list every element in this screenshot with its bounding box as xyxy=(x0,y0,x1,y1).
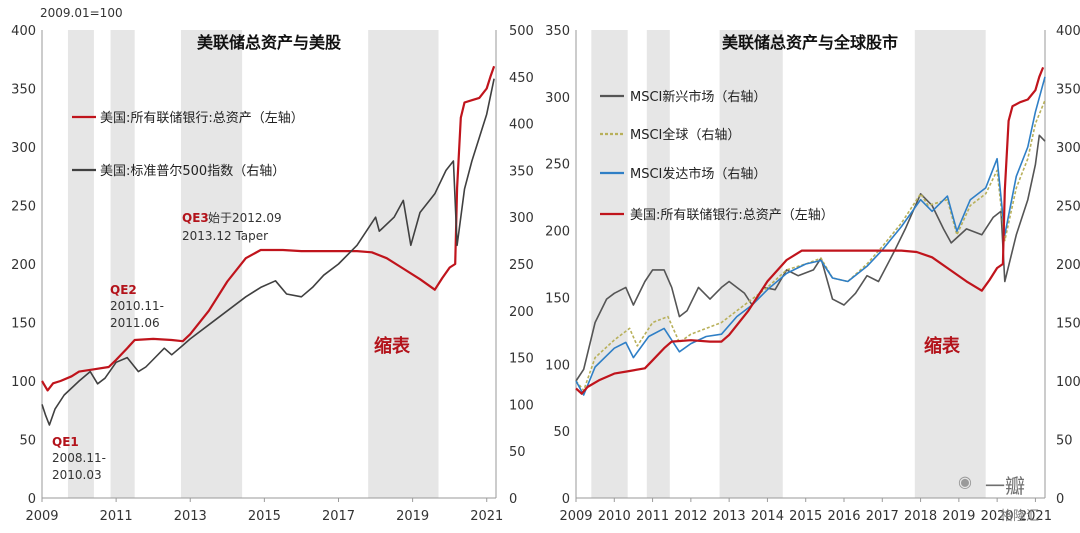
chart2-shade-4 xyxy=(914,30,986,498)
chart1-left-tick-label: 0 xyxy=(28,492,36,507)
chart2-shade-1 xyxy=(591,30,628,498)
chart1-annotation-text: 2013.12 Taper xyxy=(182,229,268,243)
chart2-right-tick-label: 250 xyxy=(1056,200,1080,215)
chart2-x-tick-label: 2013 xyxy=(713,509,746,524)
chart1-x-tick-label: 2015 xyxy=(248,509,281,524)
chart2-x-tick-label: 2015 xyxy=(789,509,822,524)
chart1-right-tick-label: 250 xyxy=(509,258,534,273)
chart2-series-line-3 xyxy=(575,76,1046,396)
wechat-icon: ◉ xyxy=(958,472,972,491)
chart2-shade-2 xyxy=(646,30,670,498)
chart1-left-tick-label: 200 xyxy=(11,258,36,273)
chart2-legend-label-2: MSCI全球（右轴） xyxy=(630,127,740,143)
chart2-left-tick-label: 150 xyxy=(545,291,570,306)
chart2-right-tick-label: 100 xyxy=(1056,375,1080,390)
chart2-legend-label-4: 美国:所有联储银行:总资产（左轴） xyxy=(630,208,834,223)
chart1-left-tick-label: 350 xyxy=(11,83,36,98)
chart1-annotation-text: 2010.03 xyxy=(52,468,102,482)
chart1-annotation-text: 2008.11- xyxy=(52,451,106,465)
chart2-legend-label-1: MSCI新兴市场（右轴） xyxy=(630,89,766,105)
chart1-right-tick-label: 50 xyxy=(509,445,526,460)
chart2-x-tick-label: 2011 xyxy=(636,509,669,524)
chart2-shade-3 xyxy=(719,30,783,498)
chart2-x-tick-label: 2014 xyxy=(751,509,784,524)
chart1-shade-3 xyxy=(180,30,243,498)
chart2-x-tick-label: 2019 xyxy=(942,509,975,524)
chart2-left-tick-label: 300 xyxy=(545,91,570,106)
watermark-brand: 一瓣 xyxy=(985,474,1025,498)
chart1-subtitle: 2009.01=100 xyxy=(40,6,123,20)
chart1-series-line-2 xyxy=(41,78,495,426)
chart2-right-tick-label: 50 xyxy=(1056,434,1073,449)
chart2-x-tick-label: 2012 xyxy=(674,509,707,524)
chart2-left-tick-label: 50 xyxy=(553,425,570,440)
chart1-legend-label-1: 美国:所有联储银行:总资产（左轴） xyxy=(100,111,304,126)
chart2-x-tick-label: 2010 xyxy=(598,509,631,524)
chart2-right-tick-label: 400 xyxy=(1056,24,1080,39)
chart2-x-tick-label: 2009 xyxy=(559,509,592,524)
chart1-annotation-label: QE3 xyxy=(182,211,209,225)
chart2-right-tick-label: 150 xyxy=(1056,317,1080,332)
chart2-x-tick-label: 2016 xyxy=(827,509,860,524)
chart1-left-tick-label: 400 xyxy=(11,24,36,39)
chart2-title: 美联储总资产与全球股市 xyxy=(722,33,898,52)
chart1-title: 美联储总资产与美股 xyxy=(197,33,342,52)
chart1-right-tick-label: 200 xyxy=(509,305,534,320)
chart2-x-tick-label: 2021 xyxy=(1019,509,1052,524)
chart1-legend-label-2: 美国:标准普尔500指数（右轴） xyxy=(100,164,285,179)
chart2-series-line-4 xyxy=(575,66,1045,395)
chart1-right-tick-label: 100 xyxy=(509,398,534,413)
chart1-right-tick-label: 400 xyxy=(509,118,534,133)
chart1-right-tick-label: 450 xyxy=(509,71,534,86)
chart1-x-tick-label: 2013 xyxy=(174,509,207,524)
chart1-shade-4 xyxy=(368,30,439,498)
chart2-right-tick-label: 350 xyxy=(1056,83,1080,98)
chart1-right-tick-label: 150 xyxy=(509,352,534,367)
chart1-left-tick-label: 300 xyxy=(11,141,36,156)
chart1-shade-2 xyxy=(110,30,135,498)
chart1-left-tick-label: 50 xyxy=(19,434,36,449)
chart1-annotation-label: QE1 xyxy=(52,435,79,449)
chart2-left-tick-label: 250 xyxy=(545,158,570,173)
watermark-brand2: 格隆汇 xyxy=(1000,509,1040,524)
chart1-right-tick-label: 350 xyxy=(509,164,534,179)
chart2-x-tick-label: 2017 xyxy=(866,509,899,524)
chart2-right-tick-label: 300 xyxy=(1056,141,1080,156)
chart1-left-tick-label: 150 xyxy=(11,317,36,332)
chart1-right-tick-label: 500 xyxy=(509,24,534,39)
chart1-right-tick-label: 0 xyxy=(509,492,517,507)
chart2-left-tick-label: 100 xyxy=(545,358,570,373)
chart2-x-tick-label: 2018 xyxy=(904,509,937,524)
chart2-left-tick-label: 200 xyxy=(545,225,570,240)
chart1-shade-1 xyxy=(67,30,94,498)
chart1-series-line-1 xyxy=(41,65,496,392)
chart1-annotation-label: QE2 xyxy=(110,283,137,297)
chart2-series-line-2 xyxy=(575,99,1046,392)
chart1-x-tick-label: 2019 xyxy=(396,509,429,524)
chart1-right-tick-label: 300 xyxy=(509,211,534,226)
chart1-annotation-text: 始于2012.09 xyxy=(208,211,282,225)
chart2-right-tick-label: 0 xyxy=(1056,492,1064,507)
chart2-left-tick-label: 350 xyxy=(545,24,570,39)
chart1-annotation-text: 2010.11- xyxy=(110,299,164,313)
chart1-x-tick-label: 2011 xyxy=(100,509,133,524)
chart1-annotation-text: 2011.06 xyxy=(110,316,160,330)
chart1-left-tick-label: 250 xyxy=(11,200,36,215)
chart1-annotation-label: 缩表 xyxy=(374,335,411,357)
chart1-x-tick-label: 2021 xyxy=(470,509,503,524)
chart1-x-tick-label: 2009 xyxy=(25,509,58,524)
chart2-right-tick-label: 200 xyxy=(1056,258,1080,273)
chart1-left-tick-label: 100 xyxy=(11,375,36,390)
chart2-legend-label-3: MSCI发达市场（右轴） xyxy=(630,166,766,182)
chart1-x-tick-label: 2017 xyxy=(322,509,355,524)
chart2-x-tick-label: 2020 xyxy=(981,509,1014,524)
chart2-series-line-1 xyxy=(575,134,1046,382)
chart2-left-tick-label: 0 xyxy=(562,492,570,507)
chart2-annotation-label: 缩表 xyxy=(924,335,961,357)
